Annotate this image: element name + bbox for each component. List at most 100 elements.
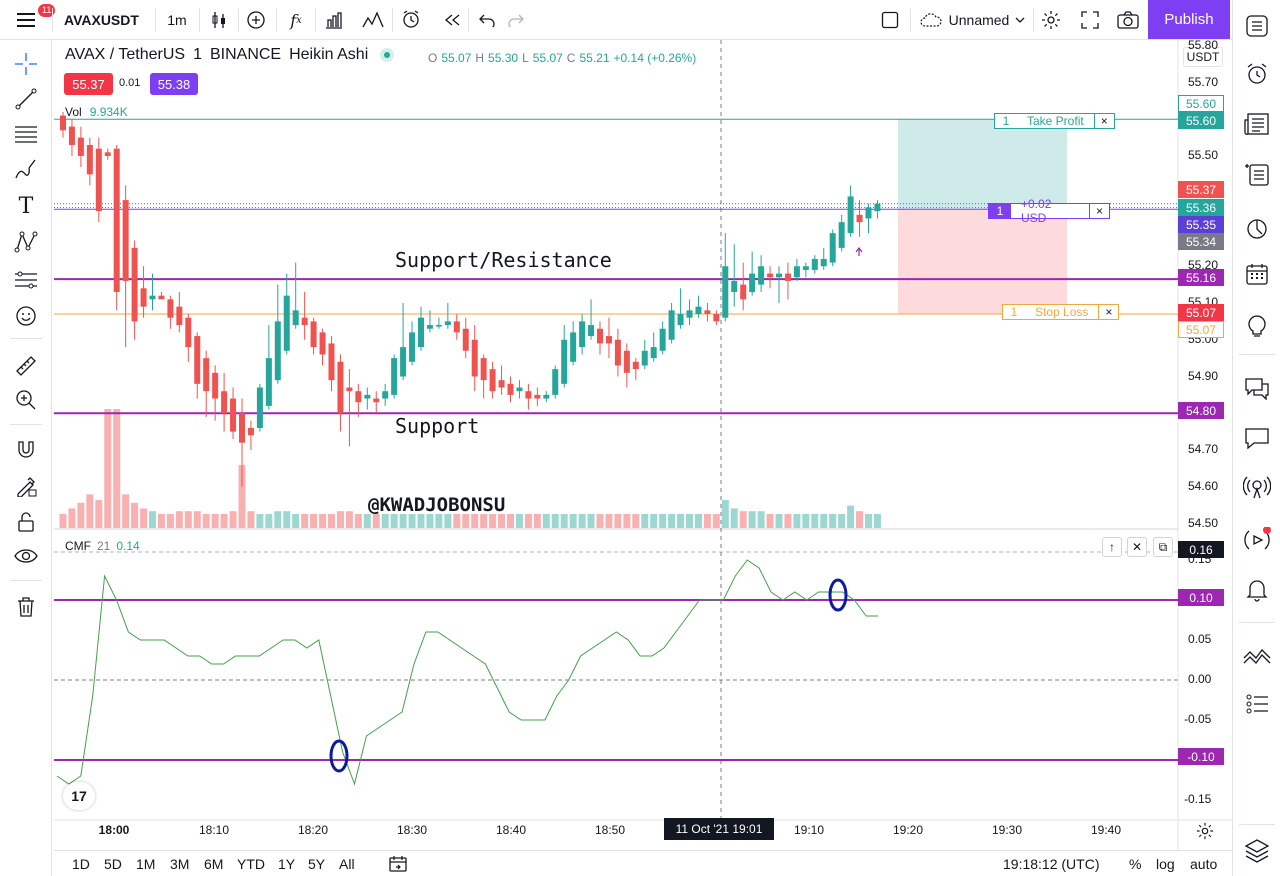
line-chart-icon[interactable] <box>358 0 388 40</box>
volume-bar <box>202 514 210 528</box>
undo-icon[interactable] <box>474 0 500 40</box>
broadcast-icon[interactable] <box>1243 526 1271 554</box>
low-value: 55.07 <box>532 51 563 65</box>
pattern-icon[interactable] <box>12 228 40 256</box>
range-button[interactable]: 1D <box>72 856 90 872</box>
calendar-list-icon[interactable] <box>1243 160 1271 188</box>
volume-bar <box>274 511 282 528</box>
log-toggle[interactable]: log <box>1156 856 1175 872</box>
layers-icon[interactable] <box>1243 836 1271 864</box>
brush-icon[interactable] <box>12 155 40 183</box>
candle-body <box>283 295 290 351</box>
bar-chart-icon[interactable] <box>320 0 348 40</box>
legend-title[interactable]: AVAX / TetherUS <box>65 46 186 63</box>
candle-body <box>409 332 416 362</box>
range-button[interactable]: 1M <box>136 856 156 872</box>
candle-body <box>158 295 165 300</box>
volume-bar <box>686 514 693 528</box>
stop-loss-tag[interactable]: 1 Stop Loss × <box>1002 304 1120 320</box>
chat-icon[interactable] <box>1243 374 1271 402</box>
candles-icon[interactable] <box>204 0 234 40</box>
replay-icon[interactable] <box>438 0 466 40</box>
text-tool-icon[interactable]: T <box>18 193 34 219</box>
sell-button[interactable]: 55.37 <box>64 73 113 95</box>
smiley-icon[interactable] <box>12 302 40 330</box>
lock-icon[interactable] <box>12 508 40 536</box>
position-close-icon[interactable]: × <box>1089 204 1109 218</box>
ruler-icon[interactable] <box>12 352 40 380</box>
stop-loss-close-icon[interactable]: × <box>1098 305 1118 319</box>
axis-settings-gear-icon[interactable] <box>1196 822 1214 840</box>
square-icon[interactable] <box>876 0 904 40</box>
camera-icon[interactable] <box>1114 0 1142 40</box>
range-button[interactable]: All <box>339 856 355 872</box>
volume-bar <box>444 514 452 528</box>
percent-toggle[interactable]: % <box>1129 856 1142 872</box>
auto-toggle[interactable]: auto <box>1190 856 1218 872</box>
publish-button[interactable]: Publish <box>1148 0 1230 39</box>
maximize-pane-icon[interactable]: ⧉ <box>1153 537 1173 557</box>
redo-icon[interactable] <box>503 0 529 40</box>
take-profit-close-icon[interactable]: × <box>1093 114 1114 128</box>
cmf-tick: -0.05 <box>1184 712 1212 726</box>
prediction-icon[interactable] <box>12 266 40 294</box>
lock-drawing-icon[interactable] <box>12 472 40 500</box>
position-tag[interactable]: 1 +0.02 USD × <box>988 197 1110 225</box>
range-button[interactable]: 5D <box>104 856 122 872</box>
oversold-marker <box>329 739 349 773</box>
calendar-icon[interactable] <box>1243 260 1271 288</box>
bell-icon[interactable] <box>1243 576 1271 604</box>
plus-circle-icon[interactable] <box>242 0 270 40</box>
close-pane-icon[interactable]: ✕ <box>1127 537 1147 557</box>
interval-button[interactable]: 1m <box>167 12 187 28</box>
date-range-icon[interactable] <box>388 855 408 873</box>
candle-body <box>605 336 612 344</box>
fib-retracement-icon[interactable] <box>12 120 40 148</box>
gear-icon[interactable] <box>1037 0 1065 40</box>
ideas-stream-icon[interactable] <box>1243 640 1271 668</box>
candle-body <box>265 358 272 406</box>
trend-line-icon[interactable] <box>12 85 40 113</box>
watchlist-icon[interactable] <box>1243 12 1271 40</box>
data-window-icon[interactable] <box>1243 690 1271 718</box>
zoom-in-icon[interactable] <box>12 386 40 414</box>
layout-name-button[interactable]: Unnamed <box>914 0 1030 40</box>
magnet-icon[interactable] <box>12 436 40 464</box>
candle-body <box>525 391 532 399</box>
volume-bar <box>596 514 604 528</box>
volume-bar <box>793 514 801 528</box>
range-button[interactable]: 6M <box>204 856 224 872</box>
range-button[interactable]: 5Y <box>308 856 326 872</box>
alert-icon[interactable] <box>397 0 427 40</box>
news-icon[interactable] <box>1243 110 1271 138</box>
alarm-clock-icon[interactable] <box>1243 60 1271 88</box>
buy-button[interactable]: 55.38 <box>150 73 198 95</box>
move-pane-up-icon[interactable]: ↑ <box>1102 537 1122 557</box>
range-button[interactable]: 3M <box>170 856 190 872</box>
range-button[interactable]: YTD <box>237 856 265 872</box>
streams-icon[interactable] <box>1243 474 1271 502</box>
comments-icon[interactable] <box>1243 424 1271 452</box>
currency-button[interactable]: USDT <box>1183 47 1223 67</box>
hotlist-icon[interactable] <box>1243 214 1271 242</box>
menu-icon[interactable]: 11 <box>10 0 56 40</box>
eye-icon[interactable] <box>12 542 40 570</box>
spread-value: 0.01 <box>119 77 141 89</box>
volume-bar <box>659 514 667 528</box>
candle-body <box>731 280 738 292</box>
fullscreen-icon[interactable] <box>1076 0 1104 40</box>
time-cursor-label: 11 Oct '21 19:01 <box>664 818 774 840</box>
candle-body <box>677 314 684 326</box>
lightbulb-icon[interactable] <box>1243 312 1271 340</box>
horizontal-lines[interactable] <box>54 118 1178 761</box>
utc-clock[interactable]: 19:18:12 (UTC) <box>1003 856 1100 872</box>
crosshair-icon[interactable] <box>12 50 40 78</box>
symbol-search-button[interactable]: AVAXUSDT <box>64 12 139 28</box>
take-profit-tag[interactable]: 1 Take Profit × <box>994 113 1115 129</box>
trash-icon[interactable] <box>12 593 40 621</box>
range-button[interactable]: 1Y <box>278 856 296 872</box>
price-chart[interactable] <box>54 40 1232 850</box>
candle-body <box>865 207 872 219</box>
take-profit-label: Take Profit <box>1027 114 1084 128</box>
